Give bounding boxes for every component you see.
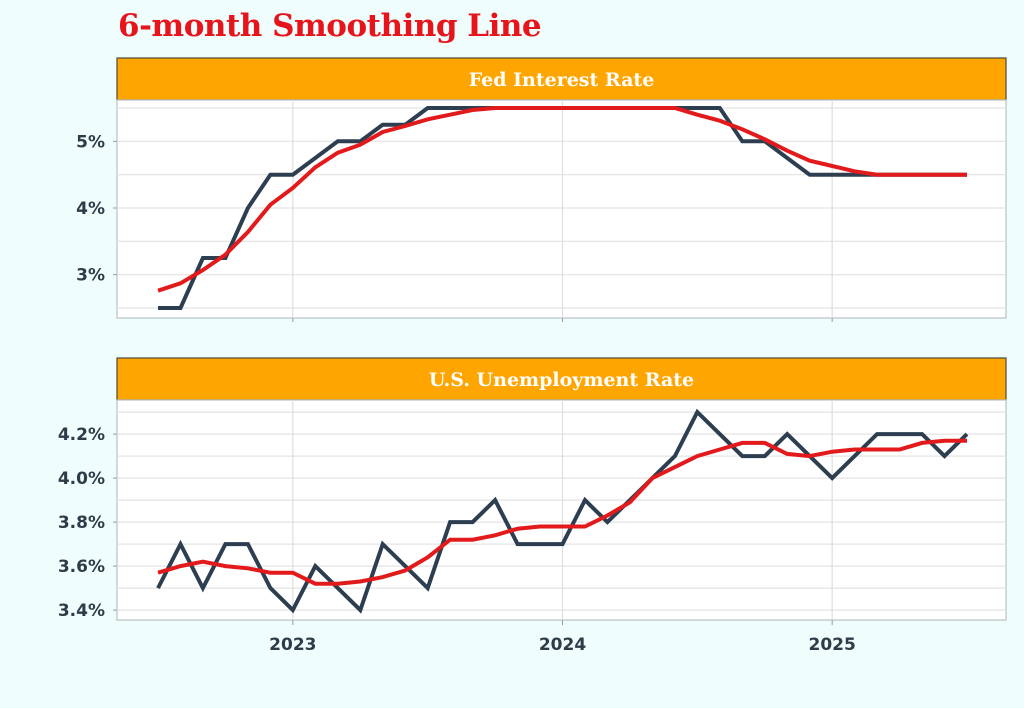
actual-series-line	[156, 408, 969, 614]
panel-0: Fed Interest Rate 3% 4% 5%	[76, 57, 1007, 322]
panel-title: U.S. Unemployment Rate	[429, 369, 694, 391]
y-tick-label: 4.0%	[58, 469, 105, 489]
x-tick-label: 2023	[269, 635, 316, 655]
y-tick-label: 3.8%	[58, 513, 105, 533]
panel-1: U.S. Unemployment Rate 2023 2024 2025 3.4% 3.…	[58, 357, 1007, 655]
panel-strip	[116, 357, 1007, 401]
y-tick-label: 5%	[76, 132, 105, 152]
x-tick-label: 2025	[809, 635, 856, 655]
y-tick-label: 3.4%	[58, 601, 105, 621]
panel-title: Fed Interest Rate	[469, 69, 655, 91]
plot-area	[116, 99, 1007, 319]
y-tick-label: 3.6%	[58, 557, 105, 577]
y-tick-label: 4.2%	[58, 425, 105, 445]
smoothed-series-line	[157, 106, 967, 293]
y-tick-label: 3%	[76, 266, 105, 286]
plot-area	[116, 399, 1007, 621]
y-tick-label: 4%	[76, 199, 105, 219]
panel-strip	[116, 57, 1007, 101]
chart-title: 6-month Smoothing Line	[118, 8, 542, 44]
x-tick-label: 2024	[539, 635, 586, 655]
smoothed-series-line	[157, 438, 967, 586]
